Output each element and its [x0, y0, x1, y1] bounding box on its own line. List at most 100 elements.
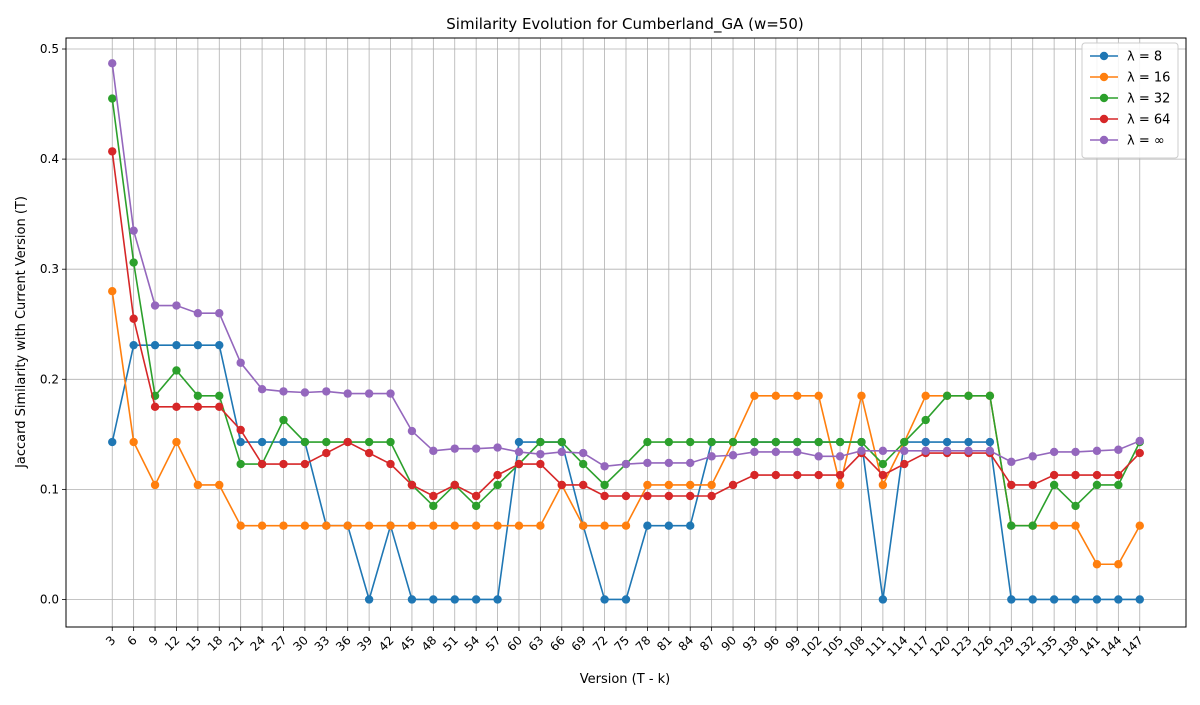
- data-point: [1007, 480, 1016, 490]
- x-tick-label: 27: [269, 633, 290, 654]
- data-point: [172, 366, 181, 375]
- data-point: [236, 521, 245, 530]
- data-point: [857, 437, 866, 447]
- data-point: [236, 459, 245, 469]
- data-point: [514, 459, 524, 469]
- x-tick-label: 111: [863, 633, 889, 659]
- legend-label: λ = ∞: [1127, 134, 1165, 149]
- x-tick-label: 78: [633, 633, 654, 654]
- x-tick-label: 114: [884, 633, 910, 659]
- data-point: [921, 415, 930, 425]
- y-tick-label: 0.0: [40, 592, 59, 606]
- data-point: [364, 448, 374, 458]
- data-point: [578, 480, 588, 490]
- x-tick-label: 30: [290, 633, 311, 654]
- data-point: [215, 340, 224, 350]
- x-tick-label: 90: [718, 633, 739, 654]
- data-point: [728, 437, 738, 447]
- data-point: [300, 437, 310, 447]
- data-point: [621, 521, 631, 530]
- data-point: [985, 446, 995, 456]
- data-point: [514, 437, 524, 447]
- data-point: [471, 491, 481, 501]
- x-tick-label: 132: [1013, 633, 1039, 659]
- x-tick-label: 96: [761, 633, 782, 654]
- data-point: [814, 470, 823, 480]
- data-point: [493, 480, 502, 490]
- y-tick-label: 0.5: [40, 42, 59, 56]
- data-point: [172, 437, 181, 447]
- data-point: [921, 437, 930, 447]
- grid: [66, 38, 1186, 627]
- data-point: [643, 458, 652, 468]
- data-point: [407, 521, 417, 530]
- data-point: [129, 258, 138, 267]
- data-point: [150, 480, 160, 490]
- data-point: [279, 387, 288, 396]
- data-point: [172, 340, 181, 350]
- legend-item: λ = 16: [1090, 71, 1170, 86]
- data-point: [835, 437, 845, 447]
- x-tick-label: 3: [103, 633, 118, 648]
- y-tick-label: 0.4: [40, 152, 59, 166]
- x-tick-label: 147: [1120, 633, 1146, 659]
- data-point: [279, 521, 288, 530]
- data-point: [471, 595, 481, 604]
- data-point: [621, 459, 631, 469]
- data-point: [600, 491, 609, 501]
- data-point: [686, 437, 695, 447]
- data-point: [1114, 595, 1123, 604]
- data-point: [621, 595, 631, 604]
- data-point: [386, 521, 395, 530]
- data-point: [386, 389, 395, 398]
- data-point: [279, 437, 288, 447]
- data-point: [750, 437, 759, 447]
- data-point: [771, 391, 781, 401]
- data-point: [664, 521, 674, 530]
- x-tick-label: 63: [526, 633, 547, 654]
- data-point: [1135, 521, 1144, 530]
- legend-swatch-marker: [1099, 114, 1109, 124]
- data-point: [750, 391, 759, 401]
- data-point: [429, 501, 438, 511]
- data-point: [1114, 445, 1123, 454]
- data-point: [536, 437, 545, 447]
- data-point: [257, 521, 267, 530]
- data-point: [322, 448, 331, 458]
- data-point: [878, 446, 888, 456]
- chart-title: Similarity Evolution for Cumberland_GA (…: [446, 15, 803, 34]
- data-point: [1028, 480, 1037, 490]
- data-point: [215, 480, 224, 490]
- data-point: [707, 452, 716, 461]
- data-point: [1049, 480, 1059, 490]
- data-point: [279, 415, 288, 425]
- x-tick-label: 117: [906, 633, 932, 659]
- data-point: [536, 459, 545, 469]
- y-axis-label: Jaccard Similarity with Current Version …: [14, 196, 29, 469]
- data-point: [429, 595, 438, 604]
- legend: λ = 8 λ = 16 λ = 32 λ = 64 λ = ∞: [1081, 42, 1179, 159]
- data-point: [900, 459, 909, 469]
- data-point: [1071, 501, 1080, 511]
- data-point: [900, 437, 909, 447]
- data-point: [172, 301, 181, 310]
- x-axis-label: Version (T - k): [580, 672, 671, 687]
- data-point: [771, 470, 781, 480]
- data-point: [793, 391, 802, 401]
- data-point: [108, 287, 117, 296]
- data-point: [364, 437, 374, 447]
- x-tick-label: 54: [462, 633, 483, 654]
- data-point: [1007, 521, 1016, 530]
- data-point: [643, 491, 652, 501]
- legend-swatch-marker: [1099, 135, 1109, 145]
- x-tick-label: 42: [376, 633, 397, 654]
- data-point: [793, 437, 802, 447]
- x-tick-label: 39: [355, 633, 376, 654]
- data-point: [407, 480, 417, 490]
- data-point: [964, 437, 973, 447]
- data-point: [835, 452, 845, 461]
- x-tick-label: 87: [697, 633, 718, 654]
- data-point: [343, 389, 352, 398]
- data-point: [664, 458, 674, 468]
- data-point: [108, 437, 117, 447]
